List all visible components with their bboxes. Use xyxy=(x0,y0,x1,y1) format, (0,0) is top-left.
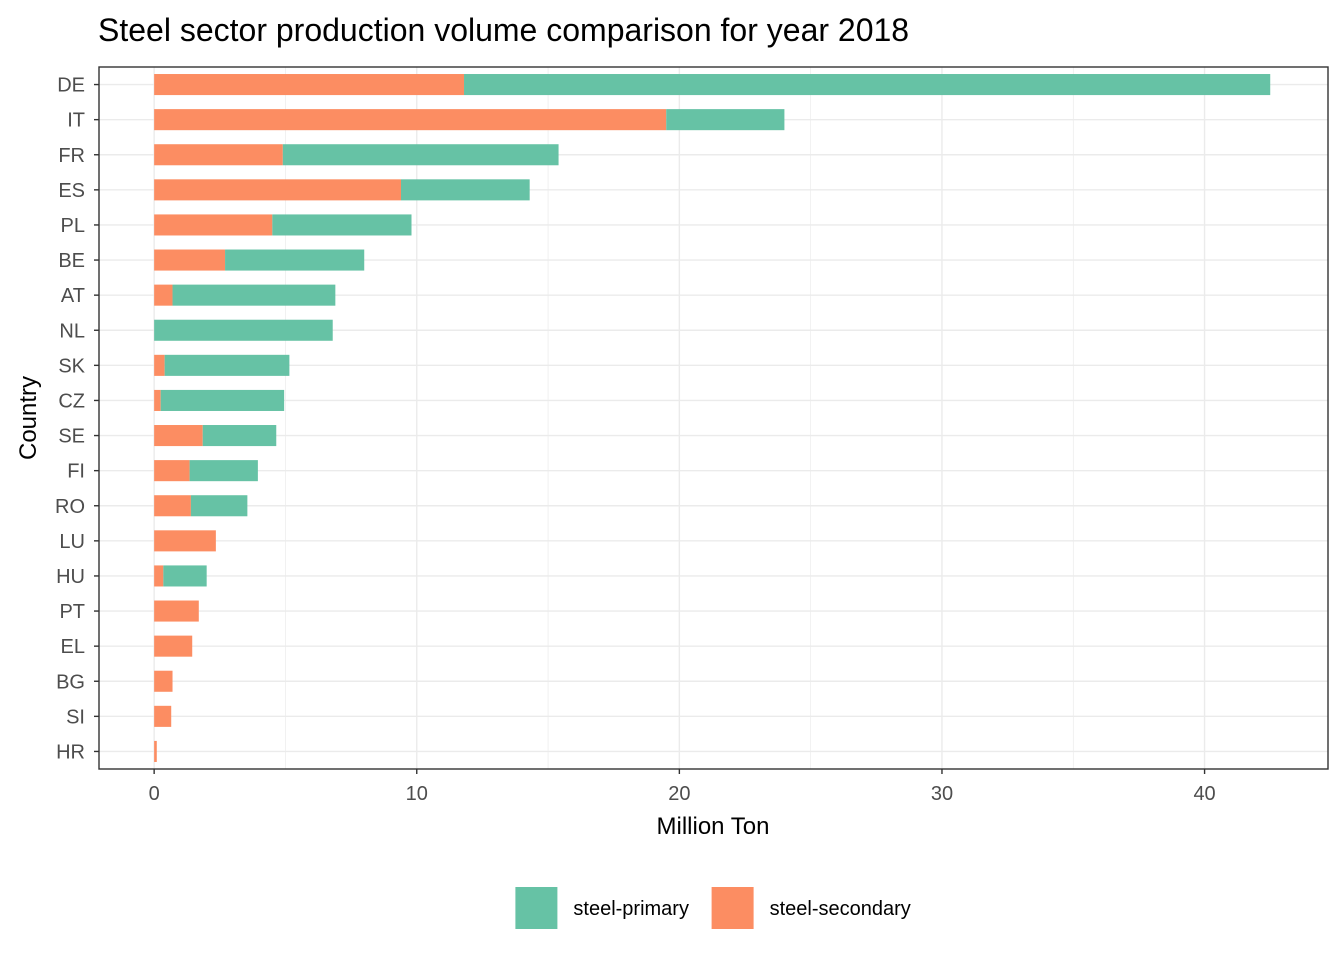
x-tick-label: 40 xyxy=(1193,783,1215,805)
bar-steel-primary-hu xyxy=(163,565,207,587)
bar-steel-secondary-fr xyxy=(154,144,283,166)
y-axis-title: Country xyxy=(15,376,42,460)
y-tick-label: BE xyxy=(58,250,85,272)
y-tick-label: CZ xyxy=(58,390,85,412)
bar-steel-secondary-se xyxy=(154,425,203,447)
bar-steel-primary-be xyxy=(225,249,365,271)
y-tick-label: SI xyxy=(66,706,85,728)
bar-steel-primary-it xyxy=(666,109,785,131)
bar-steel-secondary-be xyxy=(154,249,226,271)
y-tick-label: HU xyxy=(56,566,85,588)
bar-steel-primary-de xyxy=(464,74,1271,96)
legend-item-steel-primary: steel-primary xyxy=(515,887,689,929)
bar-steel-secondary-bg xyxy=(154,670,173,692)
axes: DE IT FR ES PL BE AT NL SK CZ SE FI RO LU HU PT EL BG SI HR… xyxy=(55,75,1216,805)
legend-key xyxy=(515,887,558,929)
y-tick-label: NL xyxy=(59,320,85,342)
bar-steel-secondary-ro xyxy=(154,495,191,517)
bar-steel-secondary-hu xyxy=(154,565,164,587)
bar-steel-primary-se xyxy=(202,425,277,447)
bar-steel-primary-cz xyxy=(160,389,285,411)
x-tick-label: 10 xyxy=(406,783,428,805)
y-tick-label: PL xyxy=(61,215,85,237)
y-tick-label: SK xyxy=(58,355,85,377)
x-tick-label: 20 xyxy=(668,783,690,805)
bar-steel-primary-fi xyxy=(189,460,258,482)
y-tick-label: PT xyxy=(59,601,85,623)
legend-key xyxy=(711,887,754,929)
bar-steel-secondary-cz xyxy=(154,389,161,411)
y-tick-label: EL xyxy=(61,636,85,658)
y-tick-label: ES xyxy=(58,180,85,202)
panel-border xyxy=(98,66,1329,770)
bar-steel-secondary-pl xyxy=(154,214,273,236)
chart-title: Steel sector production volume compariso… xyxy=(98,12,909,48)
y-tick-label: FR xyxy=(58,145,85,167)
bar-steel-primary-nl xyxy=(154,319,333,341)
bar-steel-secondary-si xyxy=(154,705,172,727)
bar-steel-primary-at xyxy=(172,284,336,306)
y-tick-label: IT xyxy=(67,110,85,132)
bar-steel-primary-fr xyxy=(282,144,559,166)
legend-label: steel-primary xyxy=(573,898,689,920)
y-tick-label: RO xyxy=(55,496,85,518)
x-axis-title: Million Ton xyxy=(657,813,770,840)
bar-steel-primary-sk xyxy=(164,354,290,376)
bar-steel-secondary-fi xyxy=(154,460,190,482)
bars xyxy=(154,74,1271,762)
y-tick-label: DE xyxy=(57,75,85,97)
bar-steel-primary-es xyxy=(400,179,530,201)
y-tick-label: SE xyxy=(58,426,85,448)
y-tick-label: BG xyxy=(56,671,85,693)
y-tick-label: FI xyxy=(67,461,85,483)
legend: steel-primary steel-secondary xyxy=(515,887,911,929)
bar-steel-secondary-pt xyxy=(154,600,199,622)
bar-steel-secondary-it xyxy=(154,109,667,131)
bar-steel-primary-pl xyxy=(272,214,412,236)
y-tick-label: HR xyxy=(56,741,85,763)
y-tick-label: LU xyxy=(59,531,85,553)
bar-steel-secondary-es xyxy=(154,179,401,201)
legend-item-steel-secondary: steel-secondary xyxy=(711,887,911,929)
x-tick-label: 0 xyxy=(149,783,160,805)
legend-label: steel-secondary xyxy=(770,898,911,920)
bar-steel-secondary-hr xyxy=(154,740,157,762)
bar-steel-secondary-at xyxy=(154,284,173,306)
bar-steel-secondary-lu xyxy=(154,530,216,552)
bar-steel-secondary-sk xyxy=(154,354,165,376)
x-tick-label: 30 xyxy=(931,783,953,805)
y-tick-label: AT xyxy=(61,285,85,307)
bar-steel-secondary-de xyxy=(154,74,465,96)
bar-steel-primary-ro xyxy=(190,495,248,517)
bar-steel-secondary-el xyxy=(154,635,193,657)
grid xyxy=(99,67,1328,769)
